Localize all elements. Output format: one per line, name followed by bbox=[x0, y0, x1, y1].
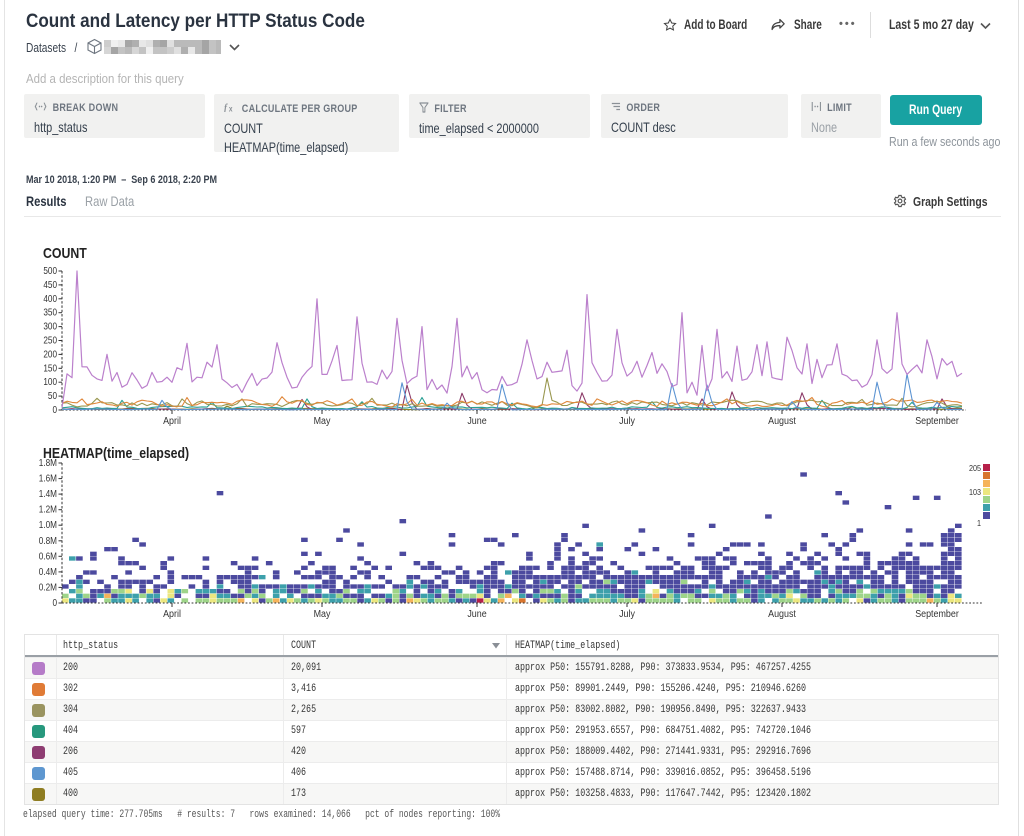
svg-text:0: 0 bbox=[52, 404, 57, 415]
svg-text:300: 300 bbox=[43, 321, 57, 332]
svg-text:0.6M: 0.6M bbox=[39, 551, 57, 562]
svg-text:COUNT: COUNT bbox=[43, 245, 87, 261]
svg-text:September: September bbox=[915, 608, 959, 620]
svg-text:205: 205 bbox=[969, 463, 982, 473]
svg-text:0.4M: 0.4M bbox=[39, 566, 57, 577]
svg-text:200: 200 bbox=[43, 349, 57, 360]
svg-text:f: f bbox=[224, 102, 228, 112]
svg-text:June: June bbox=[467, 608, 486, 620]
svg-text:150: 150 bbox=[43, 363, 57, 374]
svg-text:July: July bbox=[619, 415, 635, 427]
svg-text:500: 500 bbox=[43, 265, 57, 276]
svg-text:0.2M: 0.2M bbox=[39, 582, 57, 593]
svg-text:1.4M: 1.4M bbox=[39, 488, 57, 499]
svg-text:100: 100 bbox=[43, 376, 57, 387]
svg-text:1: 1 bbox=[977, 518, 981, 528]
svg-text:0.8M: 0.8M bbox=[39, 535, 57, 546]
svg-text:x: x bbox=[229, 104, 233, 112]
svg-text:May: May bbox=[314, 415, 331, 427]
svg-text:HEATMAP(time_elapsed): HEATMAP(time_elapsed) bbox=[43, 445, 189, 461]
svg-text:1.6M: 1.6M bbox=[39, 473, 57, 484]
svg-text:250: 250 bbox=[43, 335, 57, 346]
svg-text:0: 0 bbox=[52, 597, 57, 608]
svg-text:July: July bbox=[619, 608, 635, 620]
svg-text:50: 50 bbox=[48, 390, 57, 401]
svg-text:August: August bbox=[768, 608, 796, 620]
svg-text:1.0M: 1.0M bbox=[39, 519, 57, 530]
svg-text:1.8M: 1.8M bbox=[39, 457, 57, 468]
svg-text:103: 103 bbox=[969, 487, 982, 497]
svg-text:450: 450 bbox=[43, 279, 57, 290]
svg-text:May: May bbox=[314, 608, 331, 620]
svg-text:April: April bbox=[163, 608, 181, 620]
svg-text:September: September bbox=[915, 415, 959, 427]
svg-text:April: April bbox=[163, 415, 181, 427]
svg-text:June: June bbox=[467, 415, 486, 427]
svg-text:400: 400 bbox=[43, 293, 57, 304]
svg-text:350: 350 bbox=[43, 307, 57, 318]
svg-text:August: August bbox=[768, 415, 796, 427]
svg-text:1.2M: 1.2M bbox=[39, 504, 57, 515]
